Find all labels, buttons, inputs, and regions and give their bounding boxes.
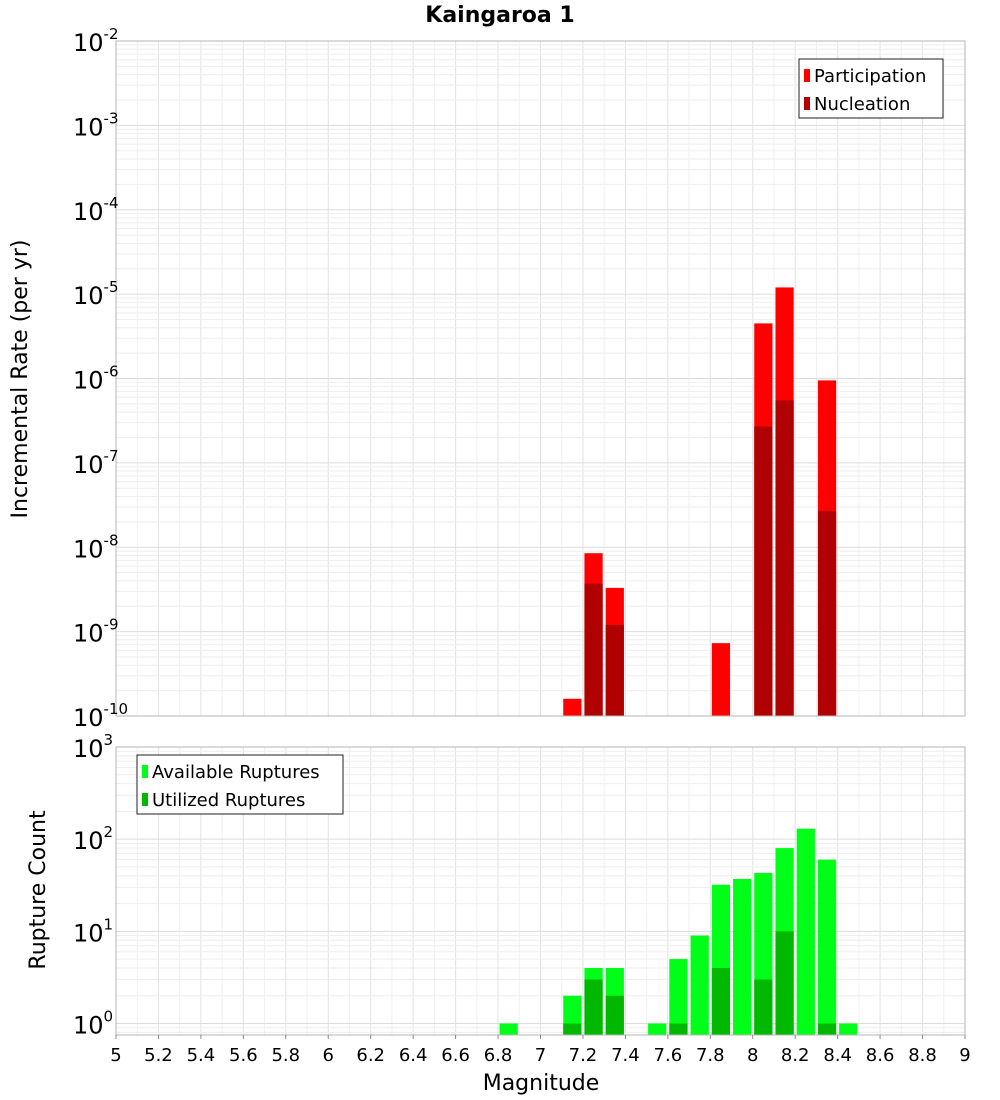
- legend-box: [136, 754, 344, 815]
- bar: [817, 1023, 837, 1035]
- x-tick-label: 6.4: [399, 1045, 428, 1066]
- x-tick-label: 7.6: [654, 1045, 683, 1066]
- y-tick-label: 10-10: [73, 700, 128, 732]
- bar: [605, 995, 624, 1035]
- x-tick-label: 5.6: [229, 1045, 258, 1066]
- bar: [754, 426, 773, 716]
- x-tick-label: 7: [535, 1045, 546, 1066]
- x-tick-label: 6: [323, 1045, 334, 1066]
- top-panel-rate: 10-10 10-9 10-8 10-7 10-6 10-5 10-4 10-3 10-2 Par…: [73, 25, 966, 732]
- bar: [563, 698, 582, 716]
- bar: [775, 400, 794, 716]
- x-tick-label: 6.8: [484, 1045, 513, 1066]
- bar: [499, 1023, 518, 1035]
- y-tick-label: 10-6: [73, 363, 119, 395]
- y-tick-label: 102: [73, 823, 113, 855]
- chart-title: Kaingaroa 1: [425, 3, 574, 28]
- y-tick-label: 10-4: [73, 194, 119, 226]
- bar: [754, 979, 773, 1035]
- plot-frame: [115, 40, 966, 717]
- y-tick-label: 10-8: [73, 531, 119, 563]
- y-tick-label: 10-7: [73, 447, 119, 479]
- legend-label: Utilized Ruptures: [152, 790, 305, 811]
- x-tick-label: 9: [959, 1045, 970, 1066]
- x-tick-label: 7.8: [696, 1045, 725, 1066]
- y-tick-label: 100: [73, 1007, 113, 1039]
- legend-swatch: [142, 765, 148, 778]
- bar: [839, 1023, 858, 1035]
- y-tick-label: 10-9: [73, 616, 119, 648]
- legend-swatch: [804, 69, 810, 82]
- legend-box: [798, 58, 944, 119]
- x-tick-label: 8.8: [908, 1045, 937, 1066]
- y-tick-label: 103: [73, 731, 113, 763]
- bar: [584, 979, 603, 1035]
- series-nucleation: [584, 400, 837, 716]
- legend-label: Available Ruptures: [152, 762, 320, 783]
- x-tick-label: 5: [110, 1045, 121, 1066]
- x-tick-label: 8.4: [823, 1045, 852, 1066]
- bar: [669, 1023, 688, 1035]
- y-tick-label: 10-3: [73, 109, 119, 141]
- x-axis-label: Magnitude: [483, 1071, 600, 1096]
- bar: [796, 828, 815, 1035]
- series-utilized-ruptures: [563, 931, 837, 1035]
- bar: [711, 967, 731, 1035]
- x-tick-label: 6.2: [356, 1045, 385, 1066]
- x-tick-label: 6.6: [441, 1045, 470, 1066]
- x-tick-label: 8: [747, 1045, 758, 1066]
- legend: Available Ruptures Utilized Ruptures: [136, 754, 344, 815]
- bar: [648, 1023, 667, 1035]
- legend-swatch: [804, 97, 810, 110]
- x-tick-label: 5.2: [144, 1045, 173, 1066]
- y-tick-label: 10-5: [73, 278, 119, 310]
- bar: [669, 959, 688, 1035]
- bar: [605, 624, 624, 716]
- x-tick-label: 8.6: [866, 1045, 895, 1066]
- y-tick-label: 101: [73, 915, 113, 947]
- bottom-panel-count: 100 101 102 103 5 5.2 5.4 5.6 5.8 6 6.2 6.4 6.6 6.8 7 7…: [73, 731, 971, 1066]
- x-tick-label: 5.4: [187, 1045, 216, 1066]
- bar: [584, 583, 603, 716]
- legend: Participation Nucleation: [798, 58, 944, 119]
- legend-label: Nucleation: [814, 94, 910, 115]
- bar: [817, 510, 837, 716]
- bar: [817, 859, 837, 1035]
- bar: [733, 878, 752, 1035]
- x-tick-label: 7.4: [611, 1045, 640, 1066]
- bar: [775, 931, 794, 1035]
- bar: [563, 1023, 582, 1035]
- legend-swatch: [142, 793, 148, 806]
- bar: [690, 935, 709, 1035]
- bottom-y-axis-label: Rupture Count: [26, 810, 51, 970]
- y-tick-label: 10-2: [73, 25, 119, 57]
- x-tick-label: 7.2: [569, 1045, 598, 1066]
- legend-label: Participation: [814, 66, 926, 87]
- bar: [711, 643, 731, 716]
- top-y-axis-label: Incremental Rate (per yr): [8, 240, 33, 519]
- grid: [115, 40, 966, 717]
- x-tick-label: 5.8: [271, 1045, 300, 1066]
- x-tick-label: 8.2: [781, 1045, 810, 1066]
